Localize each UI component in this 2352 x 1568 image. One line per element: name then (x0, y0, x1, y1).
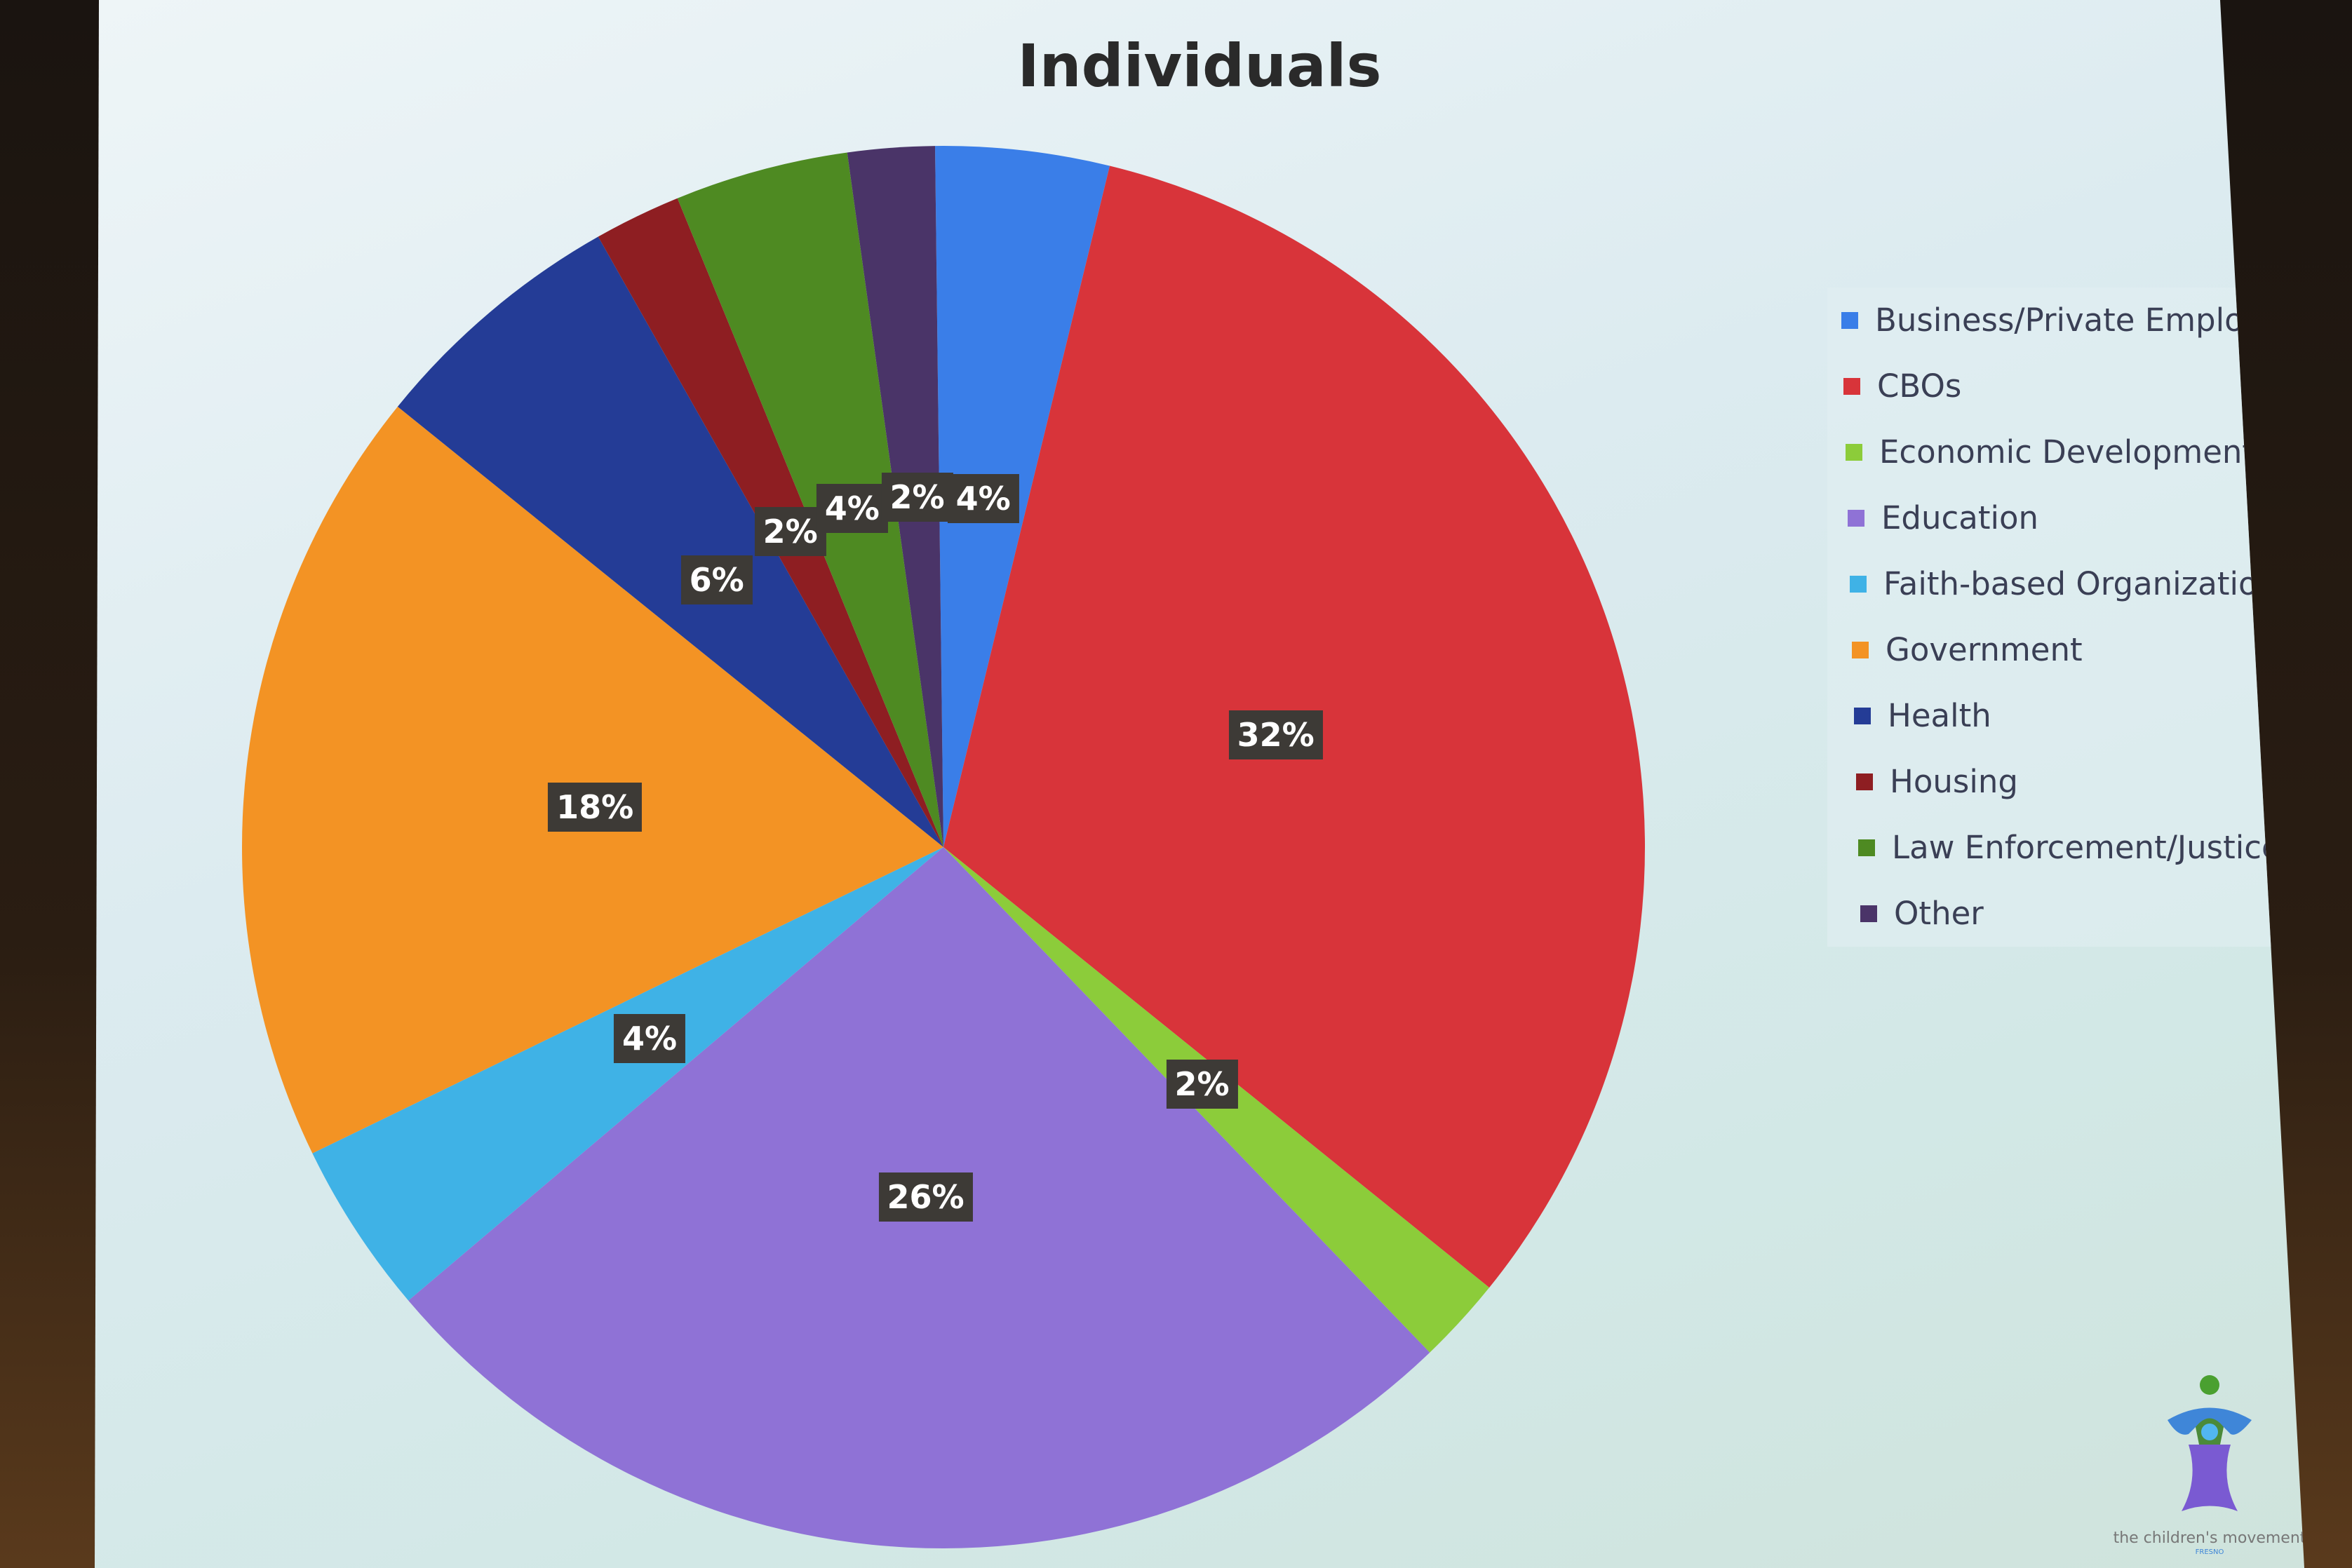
pie-slice-health (397, 236, 943, 847)
legend-swatch (1854, 707, 1871, 724)
legend-label: Economic Development (1879, 433, 2255, 471)
legend-label: Business/Private Employer (1875, 302, 2295, 339)
legend-label: Government (1886, 631, 2083, 668)
slide: Individuals 4% 32% 2% 26% 4% 18% 6% 2% 4% 2% Busi… (95, 0, 2304, 1568)
chart-title: Individuals (1017, 32, 1382, 100)
legend-item: CBOs (1843, 367, 1961, 405)
legend-swatch (1850, 575, 1867, 593)
legend-swatch (1852, 641, 1869, 658)
data-label: 32% (1228, 710, 1323, 759)
legend-label: Faith-based Organizations (1883, 565, 2294, 602)
legend-item: Economic Development (1846, 433, 2254, 471)
pie-slice-faith-based-organizations (312, 847, 944, 1301)
data-label: 2% (881, 473, 953, 522)
legend-label: Law Enforcement/Justice (1892, 829, 2281, 866)
legend-item: Law Enforcement/Justice (1858, 829, 2281, 866)
legend-item: Faith-based Organizations (1850, 565, 2294, 602)
svg-text:the children's movement: the children's movement (2114, 1529, 2306, 1547)
data-label: 18% (548, 783, 643, 832)
childrens-movement-logo: the children's movement FRESNO (2114, 1375, 2306, 1556)
legend-swatch (1846, 443, 1862, 461)
legend-swatch (1856, 773, 1873, 790)
data-label: 2% (754, 507, 826, 557)
data-label: 26% (878, 1172, 973, 1222)
legend-swatch (1848, 509, 1864, 527)
legend-item: Other (1860, 895, 1984, 932)
legend-label: Other (1894, 895, 1984, 932)
legend-swatch (1860, 905, 1877, 922)
legend-label: Health (1888, 697, 1991, 734)
legend-label: Education (1881, 499, 2039, 536)
data-label: 2% (1166, 1059, 1238, 1109)
data-label: 4% (614, 1013, 686, 1063)
data-label: 6% (680, 555, 753, 604)
svg-text:FRESNO: FRESNO (2196, 1548, 2224, 1556)
pie-slice-government (242, 406, 943, 1154)
legend-item: Housing (1856, 763, 2018, 800)
legend-item: Health (1854, 697, 1991, 734)
legend-swatch (1841, 311, 1858, 329)
pie-slice-business-private-employer (935, 146, 1110, 848)
legend-item: Government (1852, 631, 2083, 668)
data-label: 4% (947, 474, 1019, 524)
legend-swatch (1858, 839, 1875, 856)
legend-item: Business/Private Employer (1841, 302, 2294, 339)
data-label: 4% (816, 484, 888, 534)
legend-label: CBOs (1877, 367, 1962, 405)
legend: Business/Private Employer CBOs Economic De… (1827, 288, 2304, 947)
legend-item: Education (1848, 499, 2038, 536)
pie-slice-law-enforcement-justice (677, 152, 943, 847)
legend-swatch (1843, 377, 1860, 395)
legend-label: Housing (1890, 763, 2018, 800)
